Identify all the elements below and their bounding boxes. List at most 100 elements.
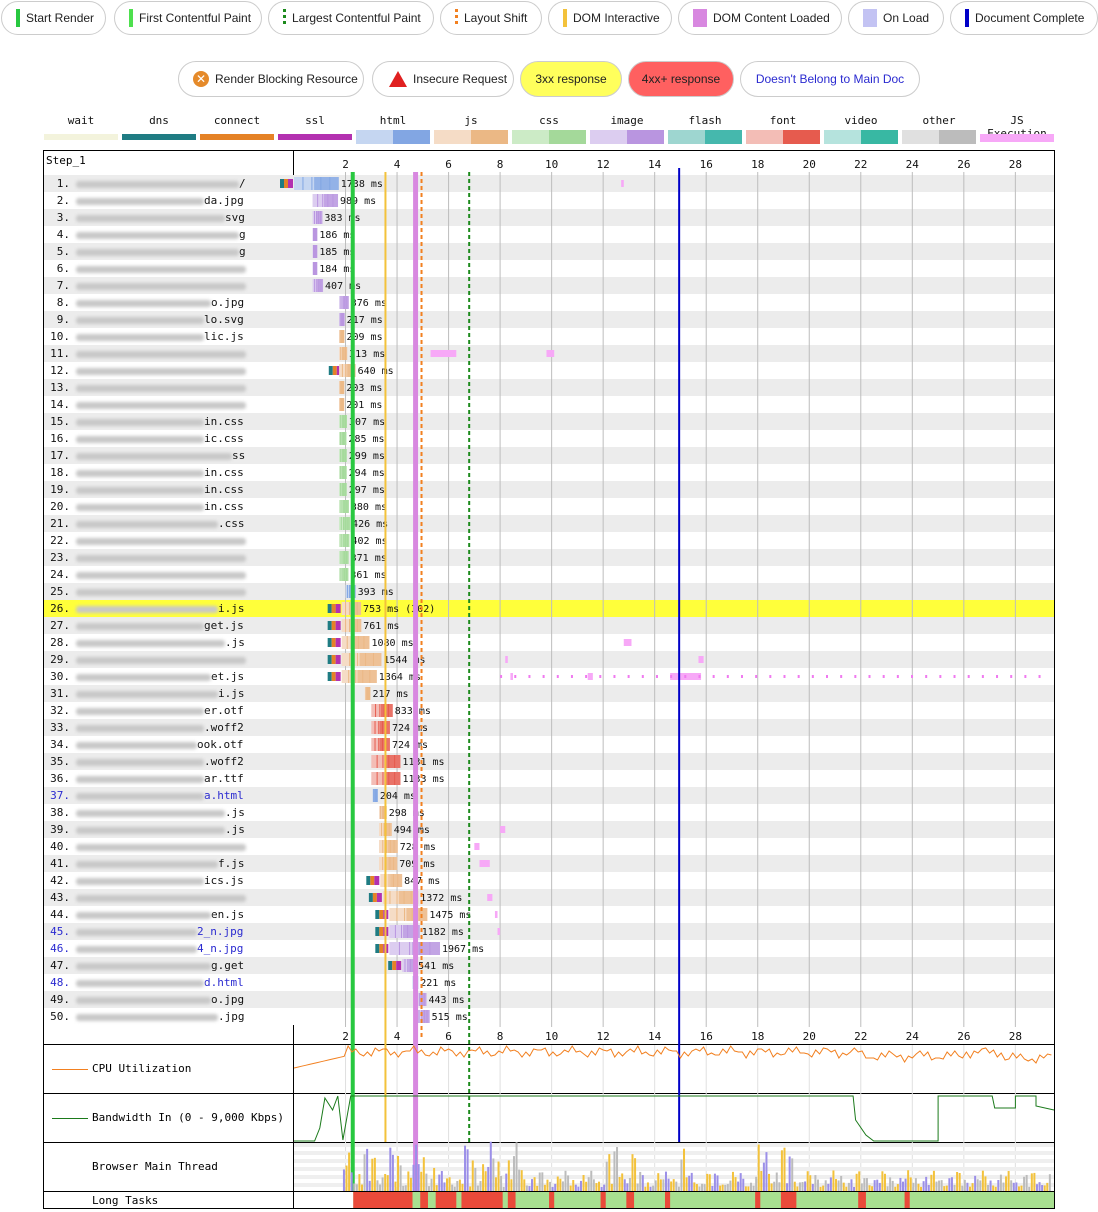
long-task [755,1192,761,1208]
request-label[interactable]: 8. o.jpg [46,294,244,311]
request-label[interactable]: 13. [46,379,246,396]
main-thread-activity [778,1182,781,1191]
request-label[interactable]: 36. ar.ttf [46,770,244,787]
main-thread-activity [739,1173,742,1191]
request-label[interactable]: 31. i.js [46,685,244,702]
request-bar-download [350,619,362,632]
request-url-suffix: lic.js [204,330,244,343]
request-label[interactable]: 47. g.get [46,957,244,974]
request-label[interactable]: 27. get.js [46,617,244,634]
request-bar-download [343,551,349,564]
request-label[interactable]: 14. [46,396,246,413]
request-label[interactable]: 42. ics.js [46,872,244,889]
request-label[interactable]: 26. i.js [46,600,244,617]
request-number: 19. [50,483,70,496]
request-number: 38. [50,806,70,819]
request-bar-download [387,840,398,853]
axis-tick-top: 28 [1009,158,1022,171]
main-thread-activity [891,1180,894,1191]
js-execution-dot [911,675,914,678]
request-label[interactable]: 9. lo.svg [46,311,244,328]
request-bar-download [342,347,348,360]
request-label[interactable]: 15. in.css [46,413,244,430]
main-thread-activity [551,1186,554,1191]
warning-icon [389,71,407,87]
main-thread-activity [342,1169,345,1191]
request-label[interactable]: 19. in.css [46,481,244,498]
request-label[interactable]: 48. d.html [46,974,244,991]
request-label[interactable]: 38. .js [46,804,245,821]
request-url-suffix: a.html [204,789,244,802]
request-label[interactable]: 24. [46,566,246,583]
main-thread-activity [755,1176,758,1191]
request-label[interactable]: 17. ss [46,447,245,464]
main-thread-activity [863,1178,866,1191]
request-label[interactable]: 46. 4_n.jpg [46,940,243,957]
request-label[interactable]: 50. .jpg [46,1008,244,1025]
request-number: 44. [50,908,70,921]
request-label[interactable]: 30. et.js [46,668,244,685]
request-url-suffix: ics.js [204,874,244,887]
request-label[interactable]: 10. lic.js [46,328,244,345]
request-label[interactable]: 43. [46,889,246,906]
main-thread-activity [430,1178,433,1191]
main-thread-activity [471,1160,474,1191]
request-label[interactable]: 22. [46,532,246,549]
main-thread-activity [832,1170,835,1191]
main-thread-activity [989,1180,992,1191]
js-execution-mark [505,656,508,663]
request-bar-download [422,1010,430,1023]
request-url-suffix: d.html [204,976,244,989]
request-label[interactable]: 18. in.css [46,464,244,481]
row-stripe [44,685,1054,702]
main-thread-activity [835,1179,838,1191]
row-stripe [44,583,1054,600]
request-label[interactable]: 32. er.otf [46,702,244,719]
main-thread-stripe [294,1167,1054,1171]
main-thread-activity [968,1186,971,1191]
request-label[interactable]: 33. .woff2 [46,719,244,736]
request-label[interactable]: 21. .css [46,515,244,532]
request-label[interactable]: 2. da.jpg [46,192,244,209]
main-thread-activity [858,1171,861,1191]
ssl-segment [335,672,341,681]
request-label[interactable]: 35. .woff2 [46,753,244,770]
request-time: 494 ms [394,825,430,836]
request-url-suffix: in.css [204,466,244,479]
request-label[interactable]: 37. a.html [46,787,244,804]
waterfall-frame [43,150,1055,1209]
request-label[interactable]: 4. g [46,226,246,243]
blurred-url [76,350,246,358]
request-label[interactable]: 12. [46,362,246,379]
request-label[interactable]: 5. g [46,243,246,260]
request-label[interactable]: 39. .js [46,821,245,838]
request-label[interactable]: 11. [46,345,246,362]
js-execution-mark [430,350,457,357]
request-number: 48. [50,976,70,989]
main-thread-activity [507,1160,510,1191]
request-label[interactable]: 44. en.js [46,906,244,923]
request-label[interactable]: 16. ic.css [46,430,244,447]
request-label[interactable]: 28. .js [46,634,245,651]
main-thread-activity [780,1150,783,1191]
axis-tick-bottom: 12 [597,1030,610,1043]
blurred-url [76,231,239,239]
request-label[interactable]: 20. in.css [46,498,244,515]
request-label[interactable]: 25. [46,583,246,600]
request-label[interactable]: 1. / [46,175,246,192]
request-label[interactable]: 40. [46,838,246,855]
main-thread-activity [582,1174,585,1191]
request-label[interactable]: 29. [46,651,246,668]
request-label[interactable]: 34. ook.otf [46,736,243,753]
request-url-suffix: o.jpg [211,993,245,1006]
request-label[interactable]: 45. 2_n.jpg [46,923,243,940]
request-label[interactable]: 3. svg [46,209,245,226]
request-label[interactable]: 49. o.jpg [46,991,244,1008]
request-label[interactable]: 6. [46,260,246,277]
request-label[interactable]: 23. [46,549,246,566]
request-url-suffix: get.js [204,619,244,632]
request-time: 1080 ms [371,638,413,649]
request-label[interactable]: 41. f.js [46,855,244,872]
main-thread-activity [788,1156,791,1191]
request-label[interactable]: 7. [46,277,246,294]
